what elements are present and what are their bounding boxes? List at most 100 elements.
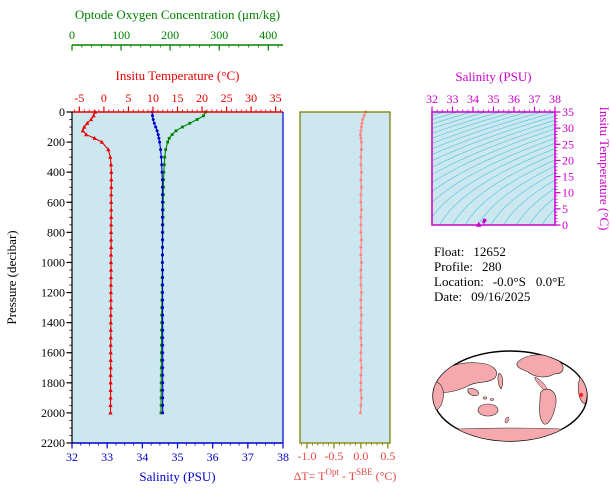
salinity-profile-marker <box>158 140 162 144</box>
salinity-profile-marker <box>152 121 156 125</box>
tick-label: 0.0 <box>353 449 368 463</box>
temperature-profile-marker <box>108 342 113 347</box>
salinity-profile-marker <box>161 298 165 302</box>
tick-label: 38 <box>549 92 561 106</box>
delta-t-profile-marker <box>359 185 363 189</box>
delta-t-profile-marker <box>359 336 363 340</box>
sigma-theta-contour <box>528 197 555 225</box>
delta-t-profile-marker <box>359 283 363 287</box>
delta-t-profile-marker <box>359 129 363 133</box>
oxygen-profile-marker <box>159 404 163 407</box>
temperature-profile-marker <box>109 184 114 189</box>
salinity-profile-marker <box>161 358 165 362</box>
temperature-profile-marker <box>108 357 113 362</box>
temperature-profile-marker <box>106 147 111 152</box>
tick-label: 25 <box>221 91 233 105</box>
sigma-theta-contour <box>432 112 486 129</box>
land-indonesia <box>482 396 488 400</box>
temperature-profile-marker <box>108 162 114 167</box>
sigma-theta-contour <box>432 137 555 203</box>
world-map <box>432 350 588 442</box>
temperature-profile-marker <box>108 282 113 287</box>
tick-label: 1000 <box>41 255 65 269</box>
salinity-profile-marker <box>161 306 165 310</box>
salinity-profile-marker <box>156 133 160 137</box>
tick-label: 25 <box>562 137 574 151</box>
ts-point <box>483 219 487 223</box>
temperature-profile-marker <box>108 372 113 377</box>
sigma-theta-contour <box>432 128 555 183</box>
profile-value: 280 <box>482 259 502 274</box>
land-south-america <box>539 388 557 425</box>
float-label: Float: <box>434 244 464 259</box>
temperature-profile-marker <box>109 230 114 234</box>
salinity-profile-marker <box>160 193 164 197</box>
delta-t-profile-marker <box>359 351 363 355</box>
salinity-profile-marker <box>160 261 164 264</box>
profile-info-line: Profile: 280 <box>434 259 502 274</box>
salinity-profile-marker <box>161 321 165 325</box>
land-japan <box>497 372 504 390</box>
tick-label: 38 <box>277 450 289 464</box>
sigma-theta-contour <box>432 124 555 175</box>
sigma-theta-contour <box>432 112 500 134</box>
temperature-profile-marker <box>109 177 114 182</box>
salinity-profile-marker <box>159 148 163 152</box>
delta-t-profile-marker <box>360 121 364 125</box>
temperature-profile-marker <box>91 113 96 118</box>
salinity-profile-marker <box>161 343 165 347</box>
tick-label: 200 <box>47 135 65 149</box>
delta-title-sup: Opt <box>326 467 340 477</box>
temperature-profile-marker <box>108 365 113 370</box>
tick-label: 35 <box>562 105 574 119</box>
tick-label: 35 <box>488 92 500 106</box>
delta-t-profile-marker <box>359 321 363 325</box>
delta-t-profile-marker <box>359 276 363 279</box>
sigma-theta-contour <box>432 112 528 144</box>
temperature-profile-marker <box>82 124 87 129</box>
salinity-profile-marker <box>157 136 161 140</box>
salinity-profile-marker <box>161 268 165 272</box>
tick-label: 36 <box>207 450 219 464</box>
tick-label: 15 <box>562 170 574 184</box>
tick-label: 10 <box>147 91 159 105</box>
delta-t-profile-marker <box>359 313 363 317</box>
salinity-profile-marker <box>161 313 165 317</box>
tick-label: 400 <box>259 28 277 42</box>
oxygen-profile-marker <box>159 396 163 400</box>
temperature-profile-marker <box>108 252 114 257</box>
salinity-profile-marker <box>160 223 164 227</box>
oxygen-profile-marker <box>159 411 163 415</box>
temperature-profile-marker <box>99 139 104 144</box>
land-new-zealand <box>504 416 510 424</box>
temperature-profile-marker <box>108 350 113 355</box>
sigma-theta-contour <box>432 112 472 125</box>
profile-label: Profile: <box>434 259 473 274</box>
salinity-profile-marker <box>161 381 165 385</box>
ts-salinity-axis-title: Salinity (PSU) <box>455 69 531 84</box>
temperature-profile-marker <box>85 120 90 125</box>
salinity-profile-marker <box>160 238 164 242</box>
tick-label: 33 <box>101 450 113 464</box>
delta-t-profile-marker <box>359 238 363 242</box>
float-location-marker <box>578 392 584 398</box>
salinity-profile-marker <box>161 411 165 415</box>
sigma-theta-contour <box>432 112 555 155</box>
salinity-profile-marker <box>159 155 163 159</box>
tick-label: 5 <box>562 202 568 216</box>
tick-label: 1400 <box>41 316 65 330</box>
tick-label: 32 <box>426 92 438 106</box>
tick-label: -0.5 <box>324 449 343 463</box>
tick-label: 0 <box>69 28 75 42</box>
delta-t-profile-marker <box>361 118 364 121</box>
temperature-axis-title: Insitu Temperature (°C) <box>116 68 240 83</box>
tick-label: 300 <box>210 28 228 42</box>
tick-label: 15 <box>172 91 184 105</box>
temperature-profile-marker <box>108 335 113 340</box>
tick-label: 37 <box>242 450 254 464</box>
land-eurasia <box>433 362 497 393</box>
delta-t-profile-marker <box>359 306 363 310</box>
temperature-profile-marker <box>108 297 113 302</box>
delta-t-profile-marker <box>359 140 363 144</box>
tick-label: 200 <box>161 28 179 42</box>
